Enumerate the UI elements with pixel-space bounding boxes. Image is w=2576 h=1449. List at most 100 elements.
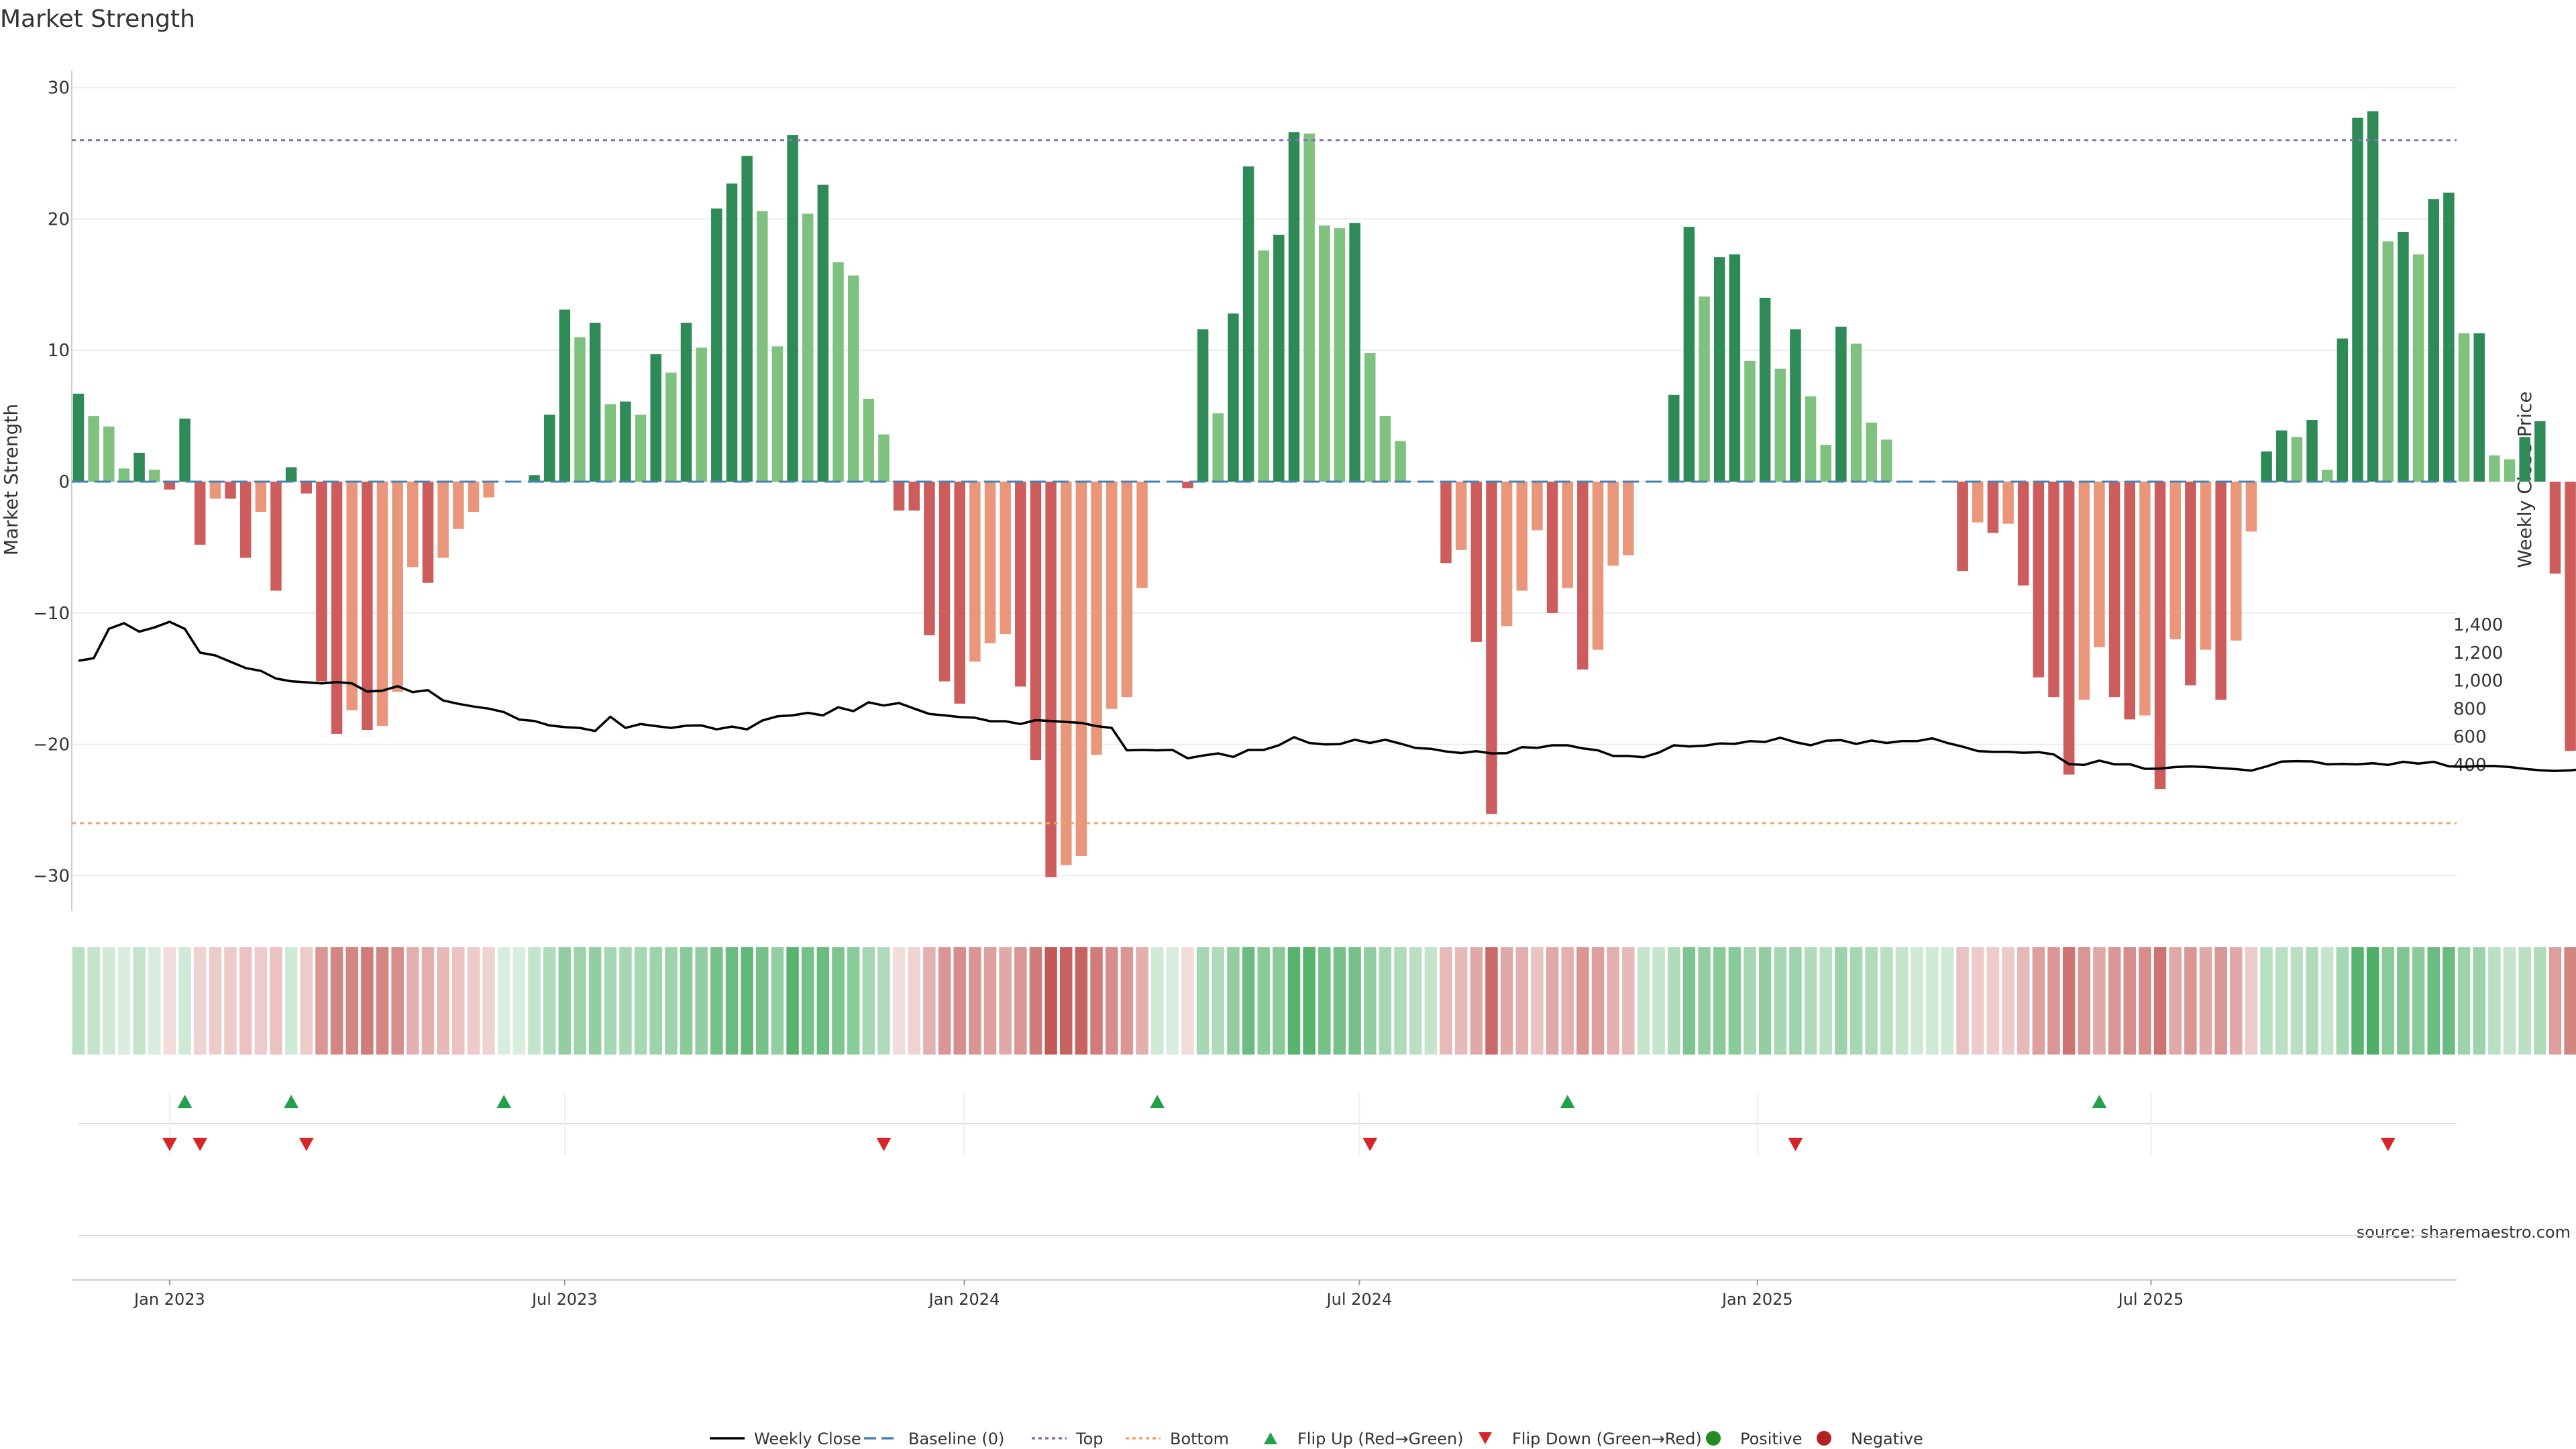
legend-item-baseline[interactable]: Baseline (0)	[864, 1430, 1004, 1448]
heat-cell-positive	[1926, 947, 1939, 1055]
x-tick-label: Jul 2024	[1326, 1290, 1393, 1309]
bar-positive	[1850, 343, 1862, 482]
heat-cell-positive	[1652, 947, 1665, 1055]
heat-cell-negative	[923, 947, 936, 1055]
heat-cell-positive	[2503, 947, 2516, 1055]
bar-positive	[1228, 313, 1239, 482]
bar-negative	[1987, 482, 1999, 533]
bar-positive	[620, 401, 631, 482]
heat-cell-positive	[1364, 947, 1377, 1055]
bar-negative	[239, 482, 252, 558]
bar-negative	[1607, 482, 1619, 566]
heat-cell-positive	[604, 947, 616, 1055]
heat-cell-positive	[497, 947, 511, 1055]
heat-cell-negative	[2199, 947, 2212, 1055]
legend-label: Baseline (0)	[908, 1430, 1004, 1448]
bar-negative	[392, 482, 403, 692]
flip-down-marker	[299, 1138, 314, 1151]
heat-cell-negative	[163, 947, 176, 1055]
bar-positive	[179, 419, 191, 482]
heat-cell-positive	[588, 947, 602, 1055]
bar-negative	[2215, 482, 2226, 700]
heat-cell-negative	[2047, 947, 2060, 1055]
heat-cell-negative	[1546, 947, 1559, 1055]
bar-positive	[285, 467, 297, 482]
bar-positive	[2276, 430, 2288, 482]
heat-cell-negative	[1972, 947, 1984, 1055]
legend-item-positive[interactable]: Positive	[1706, 1430, 1803, 1448]
heat-cell-negative	[1090, 947, 1103, 1055]
heat-cell-negative	[391, 947, 404, 1055]
legend-item-flip-up[interactable]: Flip Up (Red→Green)	[1264, 1430, 1464, 1448]
bar-positive	[680, 323, 692, 482]
bar-positive	[2306, 419, 2318, 482]
heat-cell-negative	[1470, 947, 1483, 1055]
heat-cell-positive	[1698, 947, 1711, 1055]
heat-cell-positive	[2366, 947, 2379, 1055]
bar-negative	[893, 482, 905, 511]
bar-positive	[1759, 297, 1771, 482]
flip-down-marker	[162, 1138, 177, 1151]
heat-cell-positive	[1835, 947, 1847, 1055]
bar-negative	[2231, 482, 2242, 641]
bar-positive	[2352, 117, 2363, 482]
heat-cell-negative	[1591, 947, 1605, 1055]
legend-item-line[interactable]: Weekly Close	[710, 1430, 861, 1448]
legend-item-top[interactable]: Top	[1032, 1430, 1104, 1448]
bar-positive	[635, 415, 647, 482]
heat-cell-negative	[1622, 947, 1635, 1055]
bar-positive	[559, 309, 571, 482]
heat-cell-positive	[72, 947, 85, 1055]
bar-positive	[2428, 199, 2439, 482]
y2-tick-label: 1,400	[2453, 615, 2503, 635]
bar-positive	[1349, 223, 1360, 482]
heat-cell-positive	[117, 947, 131, 1055]
y-tick-label: 20	[48, 209, 70, 229]
heat-cell-negative	[2123, 947, 2136, 1055]
heat-cell-positive	[103, 947, 115, 1055]
heat-cell-positive	[649, 947, 662, 1055]
bar-negative	[2078, 482, 2090, 700]
bar-positive	[1805, 396, 1817, 482]
bar-positive	[1334, 228, 1346, 482]
y-tick-label: 30	[48, 78, 70, 99]
x-axis: Jan 2023 Jul 2023 Jan 2024 Jul 2024 Jan 2025…	[72, 1279, 2457, 1309]
heat-cell-positive	[801, 947, 814, 1055]
y-tick-label: 0	[58, 472, 70, 492]
heat-cell-positive	[1668, 947, 1680, 1055]
heat-cell-positive	[2381, 947, 2395, 1055]
bar-positive	[1820, 445, 1831, 482]
heat-cell-negative	[2108, 947, 2121, 1055]
x-tick-label: Jan 2024	[928, 1290, 1000, 1309]
bar-negative	[1623, 482, 1634, 555]
bar-positive	[1774, 368, 1786, 482]
heat-cell-positive	[1819, 947, 1832, 1055]
heat-cell-positive	[1409, 947, 1422, 1055]
bar-positive	[1835, 326, 1847, 482]
heat-cell-negative	[969, 947, 981, 1055]
bar-positive	[88, 416, 99, 482]
bar-positive	[2458, 333, 2470, 482]
heat-cell-negative	[467, 947, 480, 1055]
bar-positive	[2367, 111, 2379, 482]
heat-cell-positive	[2534, 947, 2546, 1055]
heat-cell-negative	[421, 947, 435, 1055]
bar-negative	[2169, 482, 2181, 639]
bar-positive	[103, 426, 115, 482]
flip-down-marker	[2380, 1138, 2396, 1151]
bar-positive	[2534, 421, 2546, 482]
legend-item-negative[interactable]: Negative	[1817, 1430, 1923, 1448]
legend-item-bottom[interactable]: Bottom	[1126, 1430, 1229, 1448]
heat-cell-positive	[1273, 947, 1285, 1055]
bar-positive	[787, 135, 798, 482]
legend-item-flip-down[interactable]: Flip Down (Green→Red)	[1479, 1430, 1702, 1448]
legend[interactable]: Weekly Close Baseline (0) Top Bottom Flip Up…	[710, 1430, 1923, 1448]
bar-negative	[1592, 482, 1604, 650]
bar-positive	[847, 275, 859, 482]
heat-cell-positive	[1394, 947, 1407, 1055]
bar-positive	[2261, 451, 2272, 482]
heat-cell-positive	[148, 947, 161, 1055]
bar-positive	[1683, 227, 1695, 482]
bar-negative	[422, 482, 434, 583]
bar-negative	[1000, 482, 1011, 635]
